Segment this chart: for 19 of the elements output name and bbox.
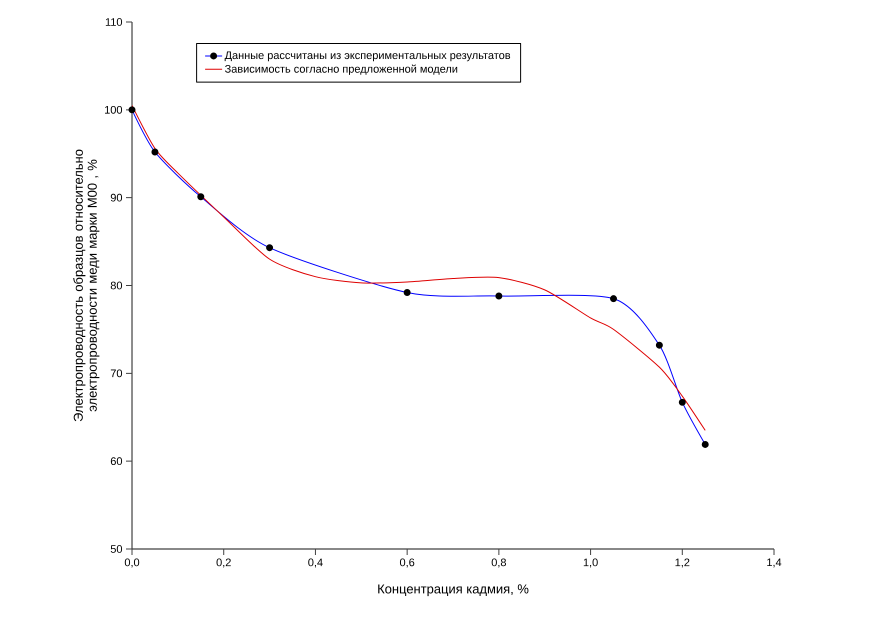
y-tick-label: 70	[110, 369, 122, 378]
legend-label: Данные рассчитаны из экспериментальных результатов	[224, 51, 510, 62]
y-tick-label: 100	[105, 106, 122, 114]
x-tick-label: 1,2	[676, 558, 690, 568]
y-tick-label: 90	[110, 194, 122, 202]
y-tick-label: 60	[110, 457, 122, 466]
x-tick-label: 1,0	[584, 558, 598, 568]
x-tick-label: 0,0	[124, 558, 140, 568]
x-tick-label: 0,2	[216, 558, 231, 568]
x-axis-title: Концентрация кадмия, %	[378, 584, 528, 596]
x-tick-label: 0,4	[308, 558, 323, 568]
x-tick-label: 0,6	[400, 558, 414, 568]
legend-label: Зависимость согласно предложенной модели	[224, 64, 458, 75]
y-tick-label: 50	[110, 545, 122, 553]
y-tick-label: 110	[106, 18, 122, 26]
x-tick-label: 0,8	[492, 558, 506, 568]
y-tick-label: 80	[110, 282, 122, 290]
y-axis-title: Электропроводность образцов относительно электропроводности меди марки М00 , %	[73, 150, 100, 422]
x-tick-label: 1,4	[767, 558, 782, 568]
